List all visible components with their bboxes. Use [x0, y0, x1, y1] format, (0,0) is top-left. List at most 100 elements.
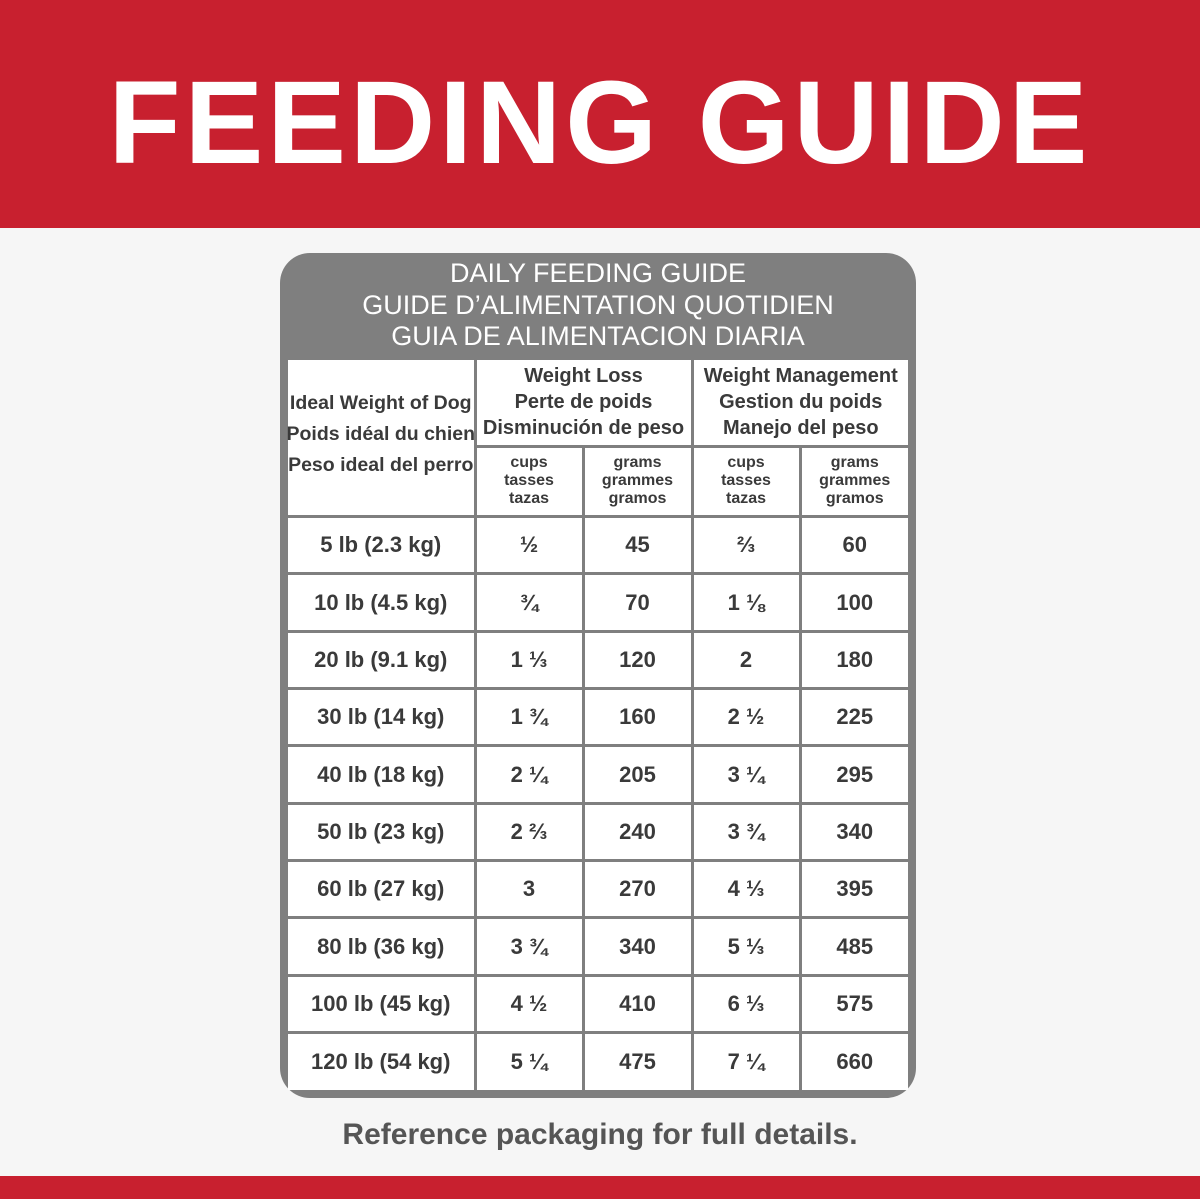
cell-text: 70 — [625, 589, 650, 615]
value-cell: 575 — [801, 976, 908, 1032]
value-cell: ⅔ — [693, 518, 799, 573]
cell-text: 395 — [836, 876, 874, 902]
cell-text: 3 — [522, 876, 536, 902]
text-line: grams — [830, 454, 879, 472]
cell-text: 410 — [619, 990, 656, 1016]
cell-text: 340 — [836, 818, 874, 844]
cell-text: 5 ¼ — [510, 1049, 548, 1075]
value-cell: 485 — [801, 919, 908, 974]
value-cell: 2 ¼ — [476, 747, 582, 802]
cell-text: 575 — [836, 990, 874, 1016]
text-line: grams — [613, 454, 662, 472]
cell-text: 3 ¾ — [510, 933, 548, 959]
unit-header: grams grammes gramos — [584, 447, 691, 515]
value-cell: 4 ½ — [476, 976, 582, 1032]
table-title-line: GUIA DE ALIMENTACION DIARIA — [391, 321, 805, 351]
value-cell: 4 ⅓ — [693, 862, 799, 917]
value-cell: 70 — [584, 575, 691, 630]
value-cell: 240 — [584, 804, 691, 860]
text-line: Gestion du poids — [719, 391, 883, 414]
value-cell: 3 ¾ — [693, 804, 799, 860]
text-line: Peso ideal del perro — [288, 454, 474, 476]
cell-text: 20 lb (9.1 kg) — [314, 646, 448, 672]
value-cell: 395 — [801, 862, 908, 917]
value-cell: 45 — [584, 518, 691, 573]
value-cell: 6 ⅓ — [693, 976, 799, 1032]
cell-text: 80 lb (36 kg) — [317, 933, 445, 959]
weight-cell: 5 lb (2.3 kg) — [288, 518, 474, 573]
text-line: tazas — [725, 490, 767, 508]
value-cell: 60 — [801, 518, 908, 573]
weight-cell: 50 lb (23 kg) — [288, 804, 474, 860]
value-cell: 7 ¼ — [693, 1034, 799, 1090]
weight-cell: 40 lb (18 kg) — [288, 747, 474, 802]
cell-text: 160 — [619, 704, 656, 730]
cell-text: 5 ⅓ — [727, 933, 765, 959]
cell-text: 100 lb (45 kg) — [311, 990, 451, 1016]
cell-text: 10 lb (4.5 kg) — [314, 589, 448, 615]
cell-text: 5 lb (2.3 kg) — [320, 532, 442, 558]
value-cell: 295 — [801, 747, 908, 802]
value-cell: 660 — [801, 1034, 908, 1090]
text-line: Weight Loss — [524, 365, 643, 388]
value-cell: 3 ¾ — [476, 919, 582, 974]
cell-text: 4 ½ — [510, 990, 548, 1016]
cell-text: 475 — [619, 1049, 656, 1075]
cell-text: 295 — [836, 761, 874, 787]
table-title-line: GUIDE D’ALIMENTATION QUOTIDIEN — [362, 289, 834, 320]
text-line: tasses — [504, 472, 554, 490]
cell-text: 485 — [836, 933, 874, 959]
cell-text: 30 lb (14 kg) — [317, 704, 445, 730]
text-line: gramos — [825, 490, 884, 508]
cell-text: 2 ⅔ — [510, 818, 548, 844]
bottom-stripe — [0, 1176, 1200, 1199]
text-line: Disminución de peso — [482, 417, 685, 440]
cell-text: 4 ⅓ — [727, 876, 765, 902]
cell-text: 100 — [836, 589, 874, 615]
text-line: cups — [727, 454, 765, 472]
weight-cell: 60 lb (27 kg) — [288, 862, 474, 917]
table-title-line: DAILY FEEDING GUIDE — [449, 258, 747, 288]
group-header: Weight Management Gestion du poids Manejo … — [693, 360, 908, 445]
cell-text: 2 ¼ — [510, 761, 548, 787]
cell-text: 2 ½ — [727, 704, 765, 730]
cell-text: 225 — [836, 704, 874, 730]
value-cell: 120 — [584, 632, 691, 688]
weight-cell: 120 lb (54 kg) — [288, 1034, 474, 1090]
text-line: Weight Management — [703, 365, 898, 388]
weight-cell: 100 lb (45 kg) — [288, 976, 474, 1032]
weight-cell: 20 lb (9.1 kg) — [288, 632, 474, 688]
weight-header: Ideal Weight of Dog Poids idéal du chien P… — [286, 360, 476, 515]
text-line: grammes — [601, 472, 674, 490]
cell-text: 240 — [619, 818, 656, 844]
text-line: tazas — [508, 490, 550, 508]
value-cell: 205 — [584, 747, 691, 802]
value-cell: 5 ⅓ — [693, 919, 799, 974]
text-line: Ideal Weight of Dog — [289, 392, 472, 414]
value-cell: 3 ¼ — [693, 747, 799, 802]
text-line: gramos — [608, 490, 667, 508]
value-cell: 340 — [801, 804, 908, 860]
value-cell: 1 ¾ — [476, 690, 582, 745]
value-cell: 1 ⅛ — [693, 575, 799, 630]
value-cell: 1 ⅓ — [476, 632, 582, 688]
weight-cell: 30 lb (14 kg) — [288, 690, 474, 745]
cell-text: 3 ¾ — [727, 818, 765, 844]
value-cell: 270 — [584, 862, 691, 917]
cell-text: 1 ⅛ — [727, 589, 765, 615]
cell-text: 660 — [836, 1049, 874, 1075]
value-cell: 2 ½ — [693, 690, 799, 745]
text-line: grammes — [819, 472, 891, 490]
footer-note: Reference packaging for full details. — [342, 1118, 858, 1151]
text-line: tasses — [721, 472, 771, 490]
cell-text: ¾ — [519, 589, 539, 615]
cell-text: 120 lb (54 kg) — [311, 1049, 451, 1075]
unit-header: cups tasses tazas — [693, 447, 799, 515]
text-line: Poids idéal du chien — [286, 423, 476, 445]
cell-text: 2 — [739, 646, 753, 672]
value-cell: ½ — [476, 518, 582, 573]
cell-text: 1 ¾ — [510, 704, 548, 730]
value-cell: 2 ⅔ — [476, 804, 582, 860]
cell-text: 120 — [619, 646, 656, 672]
value-cell: 340 — [584, 919, 691, 974]
